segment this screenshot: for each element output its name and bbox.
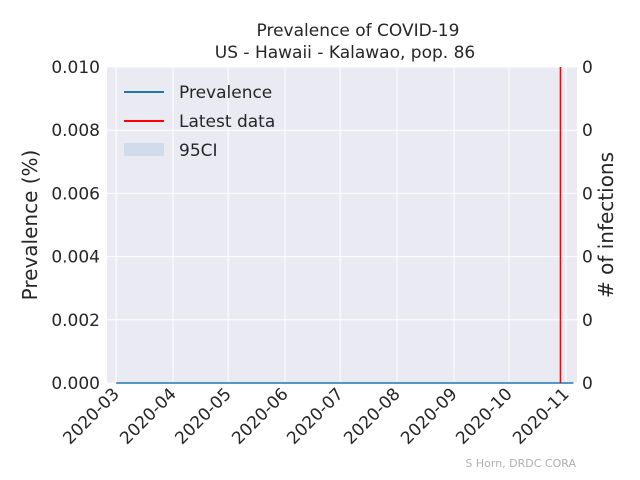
y2-tick-label: 0 (582, 374, 593, 394)
x-tick-label: 2020-09 (397, 384, 461, 448)
y2-axis-label: # of infections (594, 152, 618, 298)
legend-label-95ci: 95CI (179, 141, 218, 161)
y-tick-label: 0.010 (51, 58, 100, 78)
chart-title-line-1: Prevalence of COVID-19 (257, 21, 460, 41)
y-tick-label: 0.006 (51, 184, 100, 204)
legend-label-prevalence: Prevalence (179, 83, 272, 103)
x-tick-labels: 2020-032020-042020-052020-062020-072020-… (59, 384, 573, 448)
credit-text: S Horn, DRDC CORA (465, 457, 576, 470)
y-tick-label: 0.008 (51, 121, 100, 141)
y2-tick-label: 0 (582, 58, 593, 78)
plot-area (107, 67, 577, 383)
y2-tick-label: 0 (582, 184, 593, 204)
grid-lines (107, 66, 577, 384)
x-tick-label: 2020-04 (116, 384, 180, 448)
y-tick-label: 0.004 (51, 248, 100, 268)
chart-title-line-2: US - Hawaii - Kalawao, pop. 86 (215, 43, 475, 63)
x-tick-label: 2020-07 (283, 384, 347, 448)
legend: Prevalence Latest data 95CI (124, 83, 275, 161)
y-tick-label: 0.002 (51, 311, 100, 331)
y-axis-label: Prevalence (%) (18, 150, 42, 301)
x-tick-label: 2020-03 (59, 384, 123, 448)
x-tick-label: 2020-08 (340, 384, 404, 448)
x-tick-label: 2020-10 (452, 384, 516, 448)
y2-tick-label: 0 (582, 248, 593, 268)
x-tick-label: 2020-11 (509, 384, 573, 448)
y2-tick-label: 0 (582, 311, 593, 331)
legend-swatch-95ci (124, 143, 164, 156)
y-tick-labels: 0.000 0.002 0.004 0.006 0.008 0.010 (51, 58, 100, 394)
y-tick-label: 0.000 (51, 374, 100, 394)
y2-tick-labels: 0 0 0 0 0 0 (582, 58, 593, 394)
legend-label-latest-data: Latest data (179, 112, 275, 132)
y2-tick-label: 0 (582, 121, 593, 141)
x-tick-label: 2020-06 (228, 384, 292, 448)
x-tick-label: 2020-05 (171, 384, 235, 448)
